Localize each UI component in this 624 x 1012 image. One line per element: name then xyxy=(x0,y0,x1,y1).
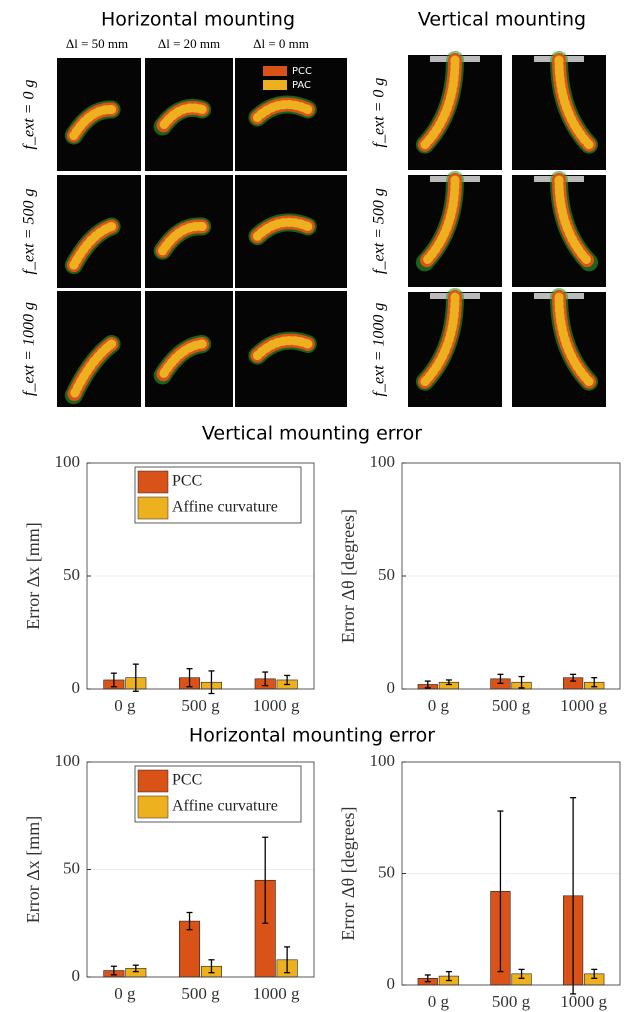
column-label: Δl = 50 mm xyxy=(66,36,128,51)
column-label: Δl = 20 mm xyxy=(158,36,220,51)
error-bar xyxy=(186,911,193,931)
y-tick-label: 50 xyxy=(378,565,395,584)
row-label: f_ext = 0 g xyxy=(21,80,38,150)
x-tick-label: 0 g xyxy=(428,992,450,1011)
legend-label: Affine curvature xyxy=(172,798,278,815)
legend-swatch xyxy=(137,769,169,793)
panel-title: Vertical mounting xyxy=(418,9,586,31)
axes-box xyxy=(401,761,621,986)
robot-pac xyxy=(554,292,594,387)
error-bar xyxy=(262,671,269,687)
y-tick-label: 0 xyxy=(72,678,81,697)
y-axis-label: Error Δx [mm] xyxy=(23,816,43,924)
row-label: f_ext = 500 g xyxy=(21,189,38,275)
legend-label: PCC xyxy=(172,772,202,789)
row-label: f_ext = 1000 g xyxy=(21,302,38,396)
y-tick-label: 100 xyxy=(55,452,81,471)
axes-box xyxy=(86,761,315,978)
error-bar xyxy=(110,672,117,688)
error-bar xyxy=(132,663,139,692)
error-bar xyxy=(591,968,598,979)
row-label: f_ext = 500 g xyxy=(371,188,388,274)
error-bar xyxy=(262,836,269,924)
x-tick-label: 0 g xyxy=(428,696,450,715)
panel-title: Horizontal mounting xyxy=(101,9,295,31)
error-bar xyxy=(284,674,291,686)
error-bar xyxy=(208,670,215,695)
error-bar xyxy=(208,959,215,974)
x-tick-label: 500 g xyxy=(492,696,531,715)
x-tick-label: 500 g xyxy=(181,696,220,715)
error-bar xyxy=(132,964,139,973)
error-bar xyxy=(424,974,431,983)
error-bar xyxy=(186,668,193,688)
robot-pac xyxy=(252,217,313,241)
y-tick-label: 100 xyxy=(370,751,396,770)
y-tick-label: 50 xyxy=(63,565,80,584)
axes-box xyxy=(86,462,315,690)
y-tick-label: 0 xyxy=(72,966,81,985)
x-tick-label: 1000 g xyxy=(560,992,607,1011)
row-label: f_ext = 0 g xyxy=(371,78,388,148)
error-bar xyxy=(497,673,504,684)
legend-swatch xyxy=(137,470,169,494)
error-bar xyxy=(445,970,452,982)
robot-pac xyxy=(69,222,117,270)
error-bar xyxy=(570,673,577,682)
column-label: Δl = 0 mm xyxy=(253,36,309,51)
legend-swatch xyxy=(263,80,287,90)
x-tick-label: 1000 g xyxy=(253,696,300,715)
robot-pac xyxy=(420,175,460,267)
error-bar xyxy=(497,810,504,973)
error-bar xyxy=(284,946,291,974)
legend-label: PCC xyxy=(292,66,312,77)
legend-swatch xyxy=(137,795,169,819)
y-axis-label: Error Δx [mm] xyxy=(23,522,43,630)
y-tick-label: 0 xyxy=(387,974,396,993)
robot-pac xyxy=(69,339,117,400)
error-bar xyxy=(518,968,525,979)
error-bar xyxy=(570,797,577,995)
robot-pac xyxy=(158,103,207,131)
robot-pac xyxy=(69,105,117,140)
y-tick-label: 100 xyxy=(370,452,396,471)
legend-label: PCC xyxy=(172,473,202,490)
legend-label: Affine curvature xyxy=(172,499,278,516)
x-tick-label: 0 g xyxy=(114,696,136,715)
robot-pac xyxy=(158,221,207,256)
robot-pac xyxy=(554,175,594,267)
legend-swatch xyxy=(137,496,169,520)
axes-box xyxy=(401,462,621,690)
x-tick-label: 1000 g xyxy=(253,984,300,1003)
robot-pac xyxy=(252,100,313,122)
error-bar xyxy=(110,965,117,976)
legend-swatch xyxy=(263,66,287,76)
error-bar xyxy=(591,677,598,688)
robot-pac xyxy=(420,292,460,387)
robot-pac xyxy=(252,336,313,361)
legend-label: PAC xyxy=(292,80,311,91)
y-tick-label: 100 xyxy=(55,751,81,770)
error-bar xyxy=(518,675,525,689)
robot-pac xyxy=(554,55,594,150)
section-title: Horizontal mounting error xyxy=(189,725,435,747)
y-tick-label: 50 xyxy=(63,858,80,877)
y-tick-label: 50 xyxy=(378,862,395,881)
y-axis-label: Error Δθ [degrees] xyxy=(338,806,358,940)
robot-pac xyxy=(420,55,460,150)
x-tick-label: 1000 g xyxy=(560,696,607,715)
row-label: f_ext = 1000 g xyxy=(371,303,388,397)
section-title: Vertical mounting error xyxy=(202,423,422,445)
error-bar xyxy=(445,679,452,686)
x-tick-label: 0 g xyxy=(114,984,136,1003)
x-tick-label: 500 g xyxy=(492,992,531,1011)
error-bar xyxy=(424,680,431,689)
y-tick-label: 0 xyxy=(387,678,396,697)
y-axis-label: Error Δθ [degrees] xyxy=(338,509,358,643)
robot-pac xyxy=(158,339,207,380)
x-tick-label: 500 g xyxy=(181,984,220,1003)
